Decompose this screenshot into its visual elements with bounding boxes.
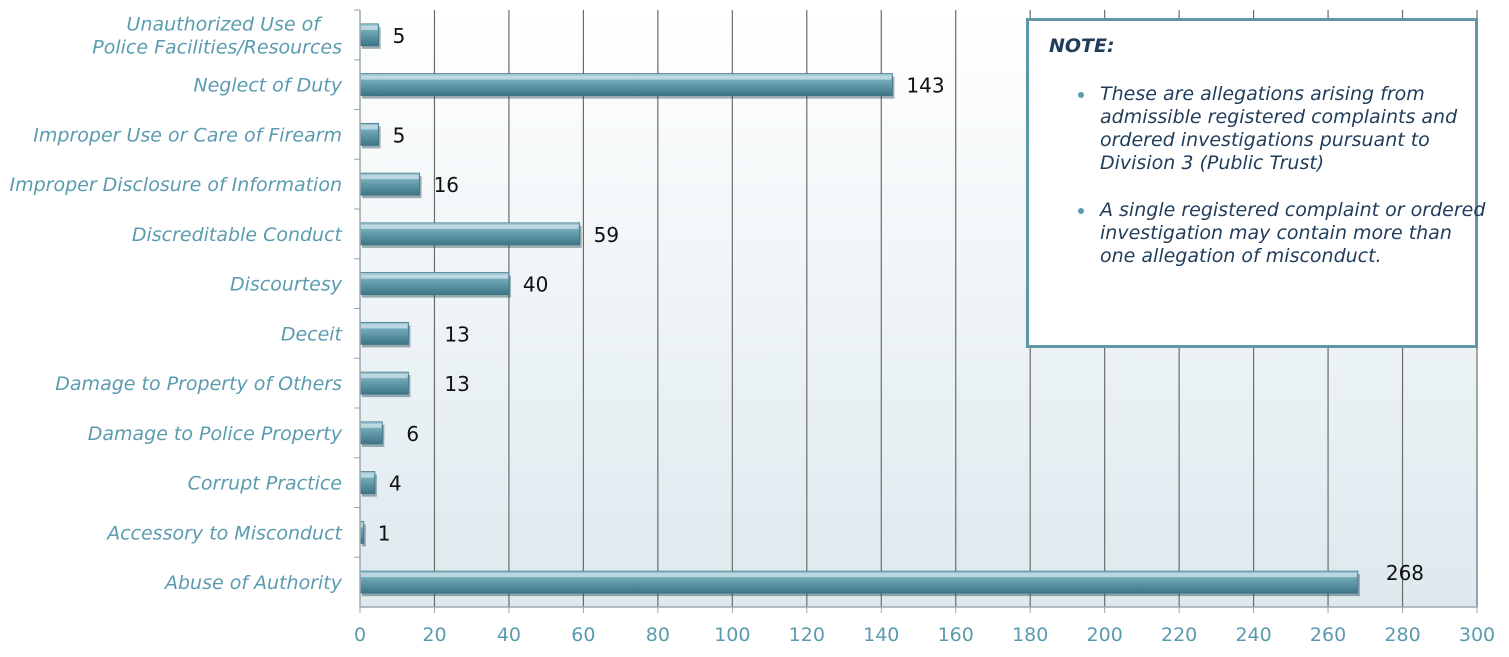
x-tick-label: 80 xyxy=(646,624,670,646)
x-tick-label: 160 xyxy=(938,624,974,646)
note-list: These are allegations arising from admis… xyxy=(1074,83,1490,292)
bar-highlight xyxy=(361,25,378,30)
note-item: These are allegations arising from admis… xyxy=(1078,83,1490,175)
data-label: 4 xyxy=(389,472,402,496)
x-tick-label: 40 xyxy=(497,624,521,646)
data-label: 5 xyxy=(393,24,406,48)
category-label: Abuse of Authority xyxy=(163,572,343,594)
x-tick-label: 120 xyxy=(789,624,825,646)
bullet-icon xyxy=(1078,92,1084,98)
data-label: 268 xyxy=(1386,561,1424,585)
x-tick-label: 260 xyxy=(1310,624,1346,646)
x-tick-label: 60 xyxy=(571,624,595,646)
note-item-text: A single registered complaint or ordered… xyxy=(1100,199,1486,267)
bullet-icon xyxy=(1078,208,1084,214)
bar-highlight xyxy=(361,75,892,80)
bar-highlight xyxy=(361,573,1357,578)
axes xyxy=(354,9,1478,613)
bars xyxy=(359,23,1360,597)
bar-highlight xyxy=(361,324,408,329)
category-label: Damage to Property of Others xyxy=(55,373,342,395)
labels: 0 20 40 60 80 100 120 140 160 180 200 220 240 260 280 3… xyxy=(9,13,1495,646)
data-label: 13 xyxy=(444,322,469,346)
data-label: 59 xyxy=(594,223,619,247)
x-tick-label: 0 xyxy=(354,624,366,646)
category-label: Improper Use or Care of Firearm xyxy=(33,124,342,146)
x-tick-label: 20 xyxy=(422,624,446,646)
data-label: 40 xyxy=(523,273,548,297)
x-tick-label: 100 xyxy=(714,624,750,646)
category-label: Neglect of Duty xyxy=(193,75,342,97)
category-label: Damage to Police Property xyxy=(88,423,343,445)
bar-highlight xyxy=(361,523,363,528)
note-title: NOTE: xyxy=(1049,35,1115,57)
note-item: A single registered complaint or ordered… xyxy=(1078,199,1490,268)
category-label: Discreditable Conduct xyxy=(132,224,344,246)
data-label: 13 xyxy=(444,372,469,396)
bar-highlight xyxy=(361,175,419,180)
bar-highlight xyxy=(361,224,579,229)
data-label: 5 xyxy=(393,123,406,147)
data-label: 143 xyxy=(906,74,944,98)
bar-highlight xyxy=(361,473,374,478)
x-tick-label: 180 xyxy=(1012,624,1048,646)
data-label: 1 xyxy=(378,521,391,545)
category-label: Discourtesy xyxy=(230,274,343,296)
x-tick-label: 300 xyxy=(1459,624,1495,646)
data-label: 16 xyxy=(434,173,459,197)
x-tick-label: 280 xyxy=(1384,624,1420,646)
data-label: 6 xyxy=(406,422,419,446)
note-box: NOTE: These are allegations arising from… xyxy=(1026,18,1485,348)
x-tick-label: 140 xyxy=(863,624,899,646)
category-label: Accessory to Misconduct xyxy=(105,522,343,544)
bar-highlight xyxy=(361,274,508,279)
category-label: Deceit xyxy=(281,323,344,345)
bar-highlight xyxy=(361,125,378,130)
category-label: Improper Disclosure of Information xyxy=(9,174,342,196)
note-item-text: These are allegations arising from admis… xyxy=(1100,83,1458,174)
x-tick-label: 240 xyxy=(1235,624,1271,646)
bar-highlight xyxy=(361,374,408,379)
x-tick-label: 220 xyxy=(1161,624,1197,646)
category-label: Unauthorized Use of Police Facilities/Res… xyxy=(92,13,342,58)
x-tick-label: 200 xyxy=(1087,624,1123,646)
bar-highlight xyxy=(361,423,382,428)
category-label: Corrupt Practice xyxy=(188,473,342,495)
